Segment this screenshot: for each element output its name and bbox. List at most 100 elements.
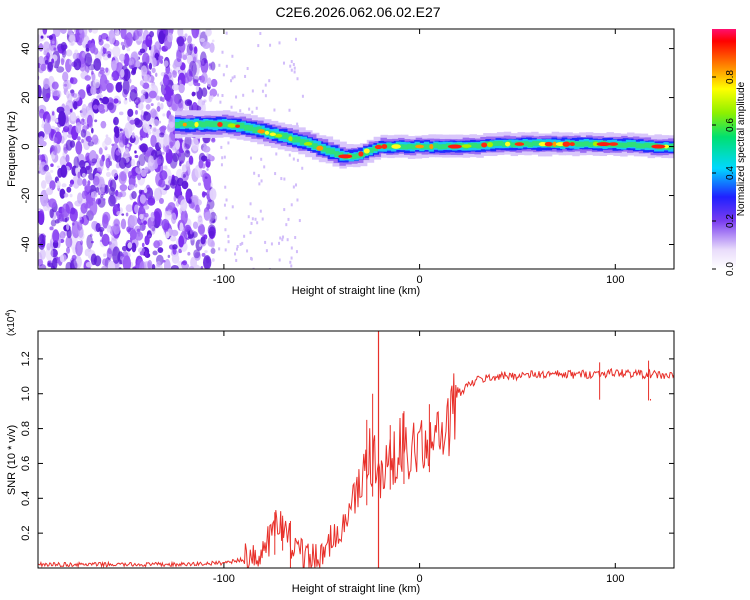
noise-blob	[75, 240, 83, 257]
noise-speck	[290, 256, 293, 260]
ridge-peak	[447, 144, 462, 149]
ridge-cell	[433, 143, 439, 149]
noise-blob	[196, 82, 201, 87]
noise-blob	[109, 177, 113, 181]
noise-blob	[107, 260, 116, 269]
noise-blob	[164, 211, 173, 221]
ridge-peak	[358, 151, 364, 157]
noise-blob	[101, 96, 110, 105]
snr-ylabel: SNR (10 * v/v)	[6, 425, 18, 495]
noise-speck	[290, 68, 293, 72]
noise-blob	[72, 52, 78, 60]
ridge-cell	[493, 141, 499, 147]
noise-blob	[66, 228, 72, 239]
ridge-cell	[222, 121, 228, 128]
ridge-cell	[588, 142, 594, 148]
noise-blob	[73, 101, 78, 110]
noise-blob	[108, 195, 116, 207]
noise-blob	[147, 37, 153, 47]
noise-blob	[55, 118, 59, 123]
ridge-cell	[174, 122, 180, 128]
noise-blob	[51, 58, 55, 64]
noise-blob	[89, 200, 98, 216]
noise-blob	[178, 79, 182, 85]
noise-blob	[69, 108, 73, 113]
noise-blob	[172, 152, 179, 163]
ridge-cell	[579, 141, 585, 147]
noise-speck	[264, 83, 267, 87]
noise-blob	[59, 155, 67, 167]
ridge-peak	[257, 129, 265, 134]
spectrogram-ylabel: Frequency (Hz)	[6, 111, 18, 187]
noise-blob	[158, 178, 166, 188]
noise-blob	[112, 46, 121, 58]
noise-blob	[157, 101, 161, 107]
noise-blob	[56, 165, 60, 168]
noise-blob	[102, 53, 109, 61]
noise-blob	[62, 71, 69, 82]
noise-speck	[227, 141, 230, 145]
noise-speck	[278, 241, 281, 245]
noise-blob	[104, 137, 112, 146]
ridge-cell	[243, 124, 249, 131]
noise-blob	[170, 265, 179, 269]
ridge-peak	[487, 141, 493, 148]
noise-blob	[91, 134, 99, 145]
ridge-cell	[179, 120, 185, 127]
noise-blob	[79, 159, 86, 169]
noise-blob	[206, 167, 209, 171]
ridge-cell	[437, 144, 443, 150]
noise-blob	[111, 169, 118, 178]
noise-blob	[49, 226, 54, 231]
ridge-cell	[407, 143, 413, 149]
noise-blob	[179, 161, 182, 167]
noise-blob	[129, 89, 138, 102]
noise-blob	[209, 88, 218, 97]
snr-series-line	[38, 367, 674, 568]
noise-blob	[127, 242, 133, 249]
noise-blob	[202, 41, 211, 50]
colorbar-gradient	[712, 29, 736, 269]
noise-blob	[69, 59, 72, 65]
noise-blob	[156, 261, 161, 267]
noise-speck	[231, 54, 234, 58]
noise-blob	[198, 159, 204, 169]
noise-blob	[71, 254, 77, 261]
noise-blob	[38, 43, 44, 52]
noise-blob	[81, 138, 84, 144]
noise-blob	[162, 259, 166, 263]
noise-blob	[58, 110, 66, 127]
noise-blob	[38, 108, 45, 119]
noise-speck	[224, 185, 227, 189]
noise-speck	[221, 94, 224, 98]
noise-blob	[198, 223, 205, 236]
noise-blob	[117, 142, 124, 154]
noise-blob	[128, 78, 132, 84]
noise-blob	[88, 173, 95, 181]
noise-speck	[301, 94, 304, 98]
noise-blob	[116, 191, 123, 198]
noise-blob	[139, 213, 144, 220]
ridge-cell	[329, 148, 335, 155]
noise-blob	[193, 198, 202, 207]
ridge-peak	[461, 144, 472, 148]
ridge-cell	[351, 154, 357, 160]
ridge-cell	[639, 143, 645, 149]
noise-blob	[143, 205, 150, 210]
noise-blob	[143, 111, 151, 122]
noise-blob	[182, 260, 188, 266]
noise-blob	[158, 55, 164, 61]
noise-blob	[106, 224, 111, 233]
noise-blob	[162, 74, 170, 87]
noise-speck	[295, 37, 298, 41]
noise-blob	[51, 40, 55, 45]
noise-blob	[151, 264, 156, 269]
noise-blob	[42, 41, 51, 53]
noise-blob	[134, 150, 137, 154]
spectrogram-marks	[38, 29, 674, 269]
noise-blob	[105, 171, 111, 177]
noise-blob	[38, 136, 45, 147]
noise-blob	[161, 97, 165, 103]
noise-blob	[77, 177, 83, 186]
noise-blob	[105, 67, 109, 73]
